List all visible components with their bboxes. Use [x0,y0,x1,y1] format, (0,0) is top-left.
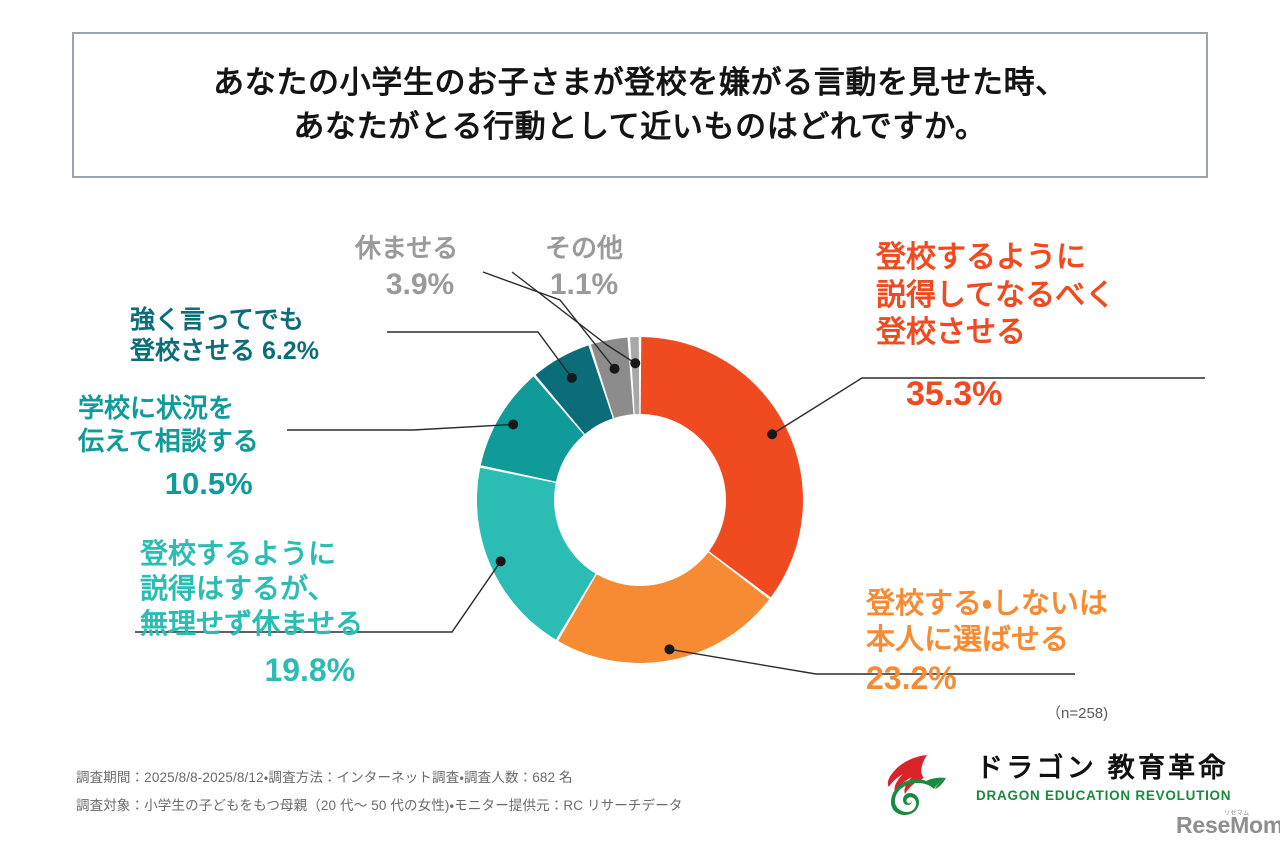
leader-line [287,423,514,431]
watermark-text: ReseMom. [1176,812,1280,838]
leader-dot [664,644,675,655]
leader-line [387,331,573,379]
donut-slice [558,552,770,663]
donut-slice [630,337,640,415]
survey-footnotes: 調査期間：2025/8/8-2025/8/12・調査方法：インターネット調査・調… [76,764,682,819]
leader-dot [609,363,620,374]
callout-label-consult-school: 学校に状況を 伝えて相談する 10.5% [78,392,259,502]
leader-dot [508,419,519,430]
callout-text-line-1: 学校に状況を [78,393,235,423]
callout-text-line-2: 登校させる 6.2% [130,337,319,366]
callout-percent: 19.8% [264,652,356,688]
leader-dot [495,556,506,567]
callout-label-persuade-but-allow-rest: 登校するように 説得はするが、 無理せず休ませる 19.8% [140,536,363,689]
callout-percent: 35.3% [906,374,1003,413]
callout-text-line-1: 休ませる [355,233,459,263]
donut-slice [480,376,584,482]
callout-label-let-rest: 休ませる 3.9% [355,232,458,303]
callout-text-line-2: 本人に選ばせる [866,624,1070,657]
chart-title-line-1: あなたの小学生のお子さまが登校を嫌がる言動を見せた時、 [213,64,1067,100]
callout-text-line-1: その他 [545,233,624,263]
callout-label-persuade-to-attend: 登校するように 説得してなるべく 登校させる 35.3% [876,239,1115,414]
brand-logo: ドラゴン 教育革命 DRAGON EDUCATION REVOLUTION [880,752,1231,818]
callout-percent: 10.5% [164,466,253,501]
logo-name-en: DRAGON EDUCATION REVOLUTION [976,787,1232,803]
leader-dot-group [495,358,778,655]
callout-percent: 1.1% [549,267,619,301]
callout-text-line-1: 登校するように [876,241,1086,274]
chart-title-line-2: あなたがとる行動として近いものはどれですか。 [293,109,987,144]
callout-text-line-1: 強く言ってでも [130,306,304,334]
callout-text-line-2: 伝えて相談する [78,425,259,456]
donut-slice [640,337,804,598]
callout-label-other: その他 1.1% [545,232,623,303]
watermark-ruby: リセマム [1224,811,1250,817]
donut-slice [535,345,613,434]
callout-text-line-1: 登校するように [140,538,337,569]
sample-size-note: （n=258) [1046,705,1109,722]
leader-dot [566,372,577,383]
logo-name-jp: ドラゴン 教育革命 [976,753,1229,783]
callout-text-line-3: 登校させる [876,316,1026,349]
chart-title-box: あなたの小学生のお子さまが登校を嫌がる言動を見せた時、 あなたがとる行動として近… [72,32,1208,178]
callout-text-line-3: 無理せず休ませる [140,608,364,639]
callout-text-line-1: 登校する・しないは [866,588,1108,620]
resemom-watermark: ReseMom. リセマム [1176,811,1280,838]
callout-label-force-attendance: 強く言ってでも 登校させる 6.2% [130,305,319,368]
callout-text-line-2: 説得してなるべく [876,278,1116,312]
callout-percent: 23.2% [866,659,957,696]
donut-slice [476,467,596,640]
callout-label-let-child-choose: 登校する・しないは 本人に選ばせる 23.2% [866,586,1108,697]
footnote-line-1: 調査期間：2025/8/8-2025/8/12・調査方法：インターネット調査・調… [76,770,573,785]
footnote-line-2: 調査対象：小学生の子どもをもつ母親（20 代〜 50 代の女性)・モニター提供元… [76,797,683,813]
donut-slice-group [476,337,804,663]
leader-dot [630,358,641,369]
callout-text-line-2: 説得はするが、 [140,573,336,604]
leader-dot [767,429,778,440]
callout-percent: 3.9% [385,267,455,301]
dragon-logo-icon [887,755,946,815]
donut-slice [590,337,634,419]
